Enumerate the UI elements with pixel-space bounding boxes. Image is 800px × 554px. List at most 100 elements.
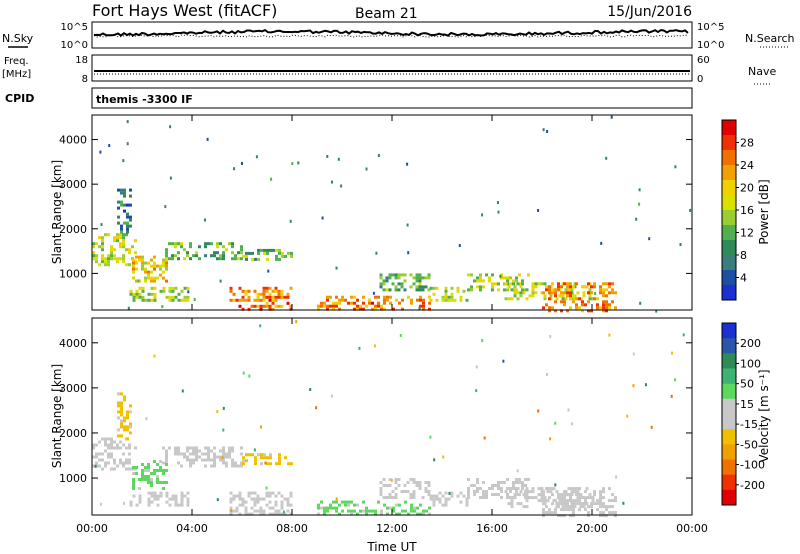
echo-cell [476, 490, 479, 493]
echo-cell [424, 487, 428, 490]
echo-point [502, 359, 505, 363]
echo-cell [286, 292, 290, 296]
echo-cell [587, 300, 590, 304]
echo-cell [281, 251, 284, 255]
echo-cell [128, 452, 131, 456]
echo-cell [516, 487, 520, 491]
colorbar-swatch [722, 353, 736, 369]
colorbar-swatch [722, 255, 736, 271]
echo-cell [256, 494, 260, 498]
echo-cell [548, 297, 551, 301]
echo-cell [120, 413, 123, 417]
echo-cell [92, 251, 95, 255]
echo-cell [374, 512, 377, 516]
echo-cell [126, 212, 129, 216]
echo-point [671, 351, 673, 355]
echo-cell [162, 469, 165, 472]
echo-cell [528, 490, 532, 494]
echo-cell [584, 508, 587, 512]
echo-cell [555, 297, 559, 301]
colorbar-swatch [722, 180, 736, 196]
echo-cell [156, 503, 160, 507]
frequency-panel: Freq. [MHz] 18 8 60 0 Nave [2, 54, 776, 85]
echo-cell [397, 288, 401, 292]
echo-cell [599, 291, 602, 295]
echo-cell [368, 509, 371, 513]
echo-cell [557, 496, 560, 500]
echo-cell [572, 508, 575, 512]
echo-cell [189, 458, 192, 462]
echo-cell [180, 503, 184, 507]
echo-cell [183, 494, 187, 498]
echo-cell [183, 298, 187, 302]
echo-cell [438, 491, 442, 495]
echo-cell [386, 298, 389, 302]
echo-cell [138, 478, 141, 481]
echo-cell [491, 493, 494, 496]
echo-cell [95, 443, 98, 447]
echo-cell [240, 446, 243, 450]
echo-point [126, 142, 129, 146]
echo-cell [153, 298, 157, 302]
echo-point [321, 216, 324, 220]
echo-cell [141, 478, 144, 481]
echo-cell [128, 248, 131, 252]
echo-cell [144, 267, 147, 271]
echo-cell [232, 497, 236, 501]
echo-cell [444, 295, 448, 299]
echo-cell [543, 282, 547, 286]
echo-cell [513, 493, 517, 497]
echo-cell [479, 288, 482, 292]
echo-cell [578, 493, 581, 497]
echo-cell [177, 242, 180, 246]
echo-cell [231, 446, 234, 450]
echo-cell [244, 500, 248, 504]
echo-cell [515, 279, 518, 283]
echo-cell [174, 503, 178, 507]
echo-cell [228, 242, 231, 246]
echo-cell [110, 446, 113, 450]
x-tick-label: 20:00 [576, 522, 608, 535]
echo-cell [277, 292, 281, 296]
echo-cell [578, 306, 581, 310]
echo-cell [159, 469, 162, 472]
power-x-ticks [91, 115, 693, 310]
echo-cell [95, 242, 98, 246]
echo-cell [599, 502, 602, 506]
echo-cell [512, 487, 515, 490]
echo-cell [554, 294, 557, 298]
echo-cell [159, 481, 162, 484]
echo-cell [588, 288, 592, 292]
echo-cell [222, 257, 225, 261]
echo-cell [144, 261, 147, 265]
echo-cell [534, 291, 538, 295]
echo-cell [531, 490, 535, 494]
echo-cell [380, 304, 383, 308]
echo-cell [435, 494, 439, 498]
echo-cell [383, 295, 386, 299]
echo-cell [119, 257, 122, 261]
echo-cell [374, 509, 377, 513]
echo-cell [551, 502, 554, 506]
echo-cell [110, 248, 113, 252]
echo-cell [560, 508, 563, 512]
echo-cell [241, 295, 245, 299]
echo-cell [117, 428, 120, 432]
echo-cell [385, 496, 389, 499]
echo-cell [222, 254, 225, 258]
echo-cell [317, 512, 320, 516]
echo-cell [242, 462, 245, 466]
echo-cell [232, 494, 236, 498]
echo-cell [153, 261, 156, 265]
echo-cell [129, 215, 132, 219]
echo-cell [497, 493, 500, 496]
echo-cell [397, 478, 401, 481]
echo-point [326, 155, 329, 158]
echo-cell [107, 233, 110, 237]
echo-cell [531, 288, 535, 292]
echo-cell [234, 257, 237, 261]
echo-cell [104, 260, 107, 264]
echo-cell [240, 248, 243, 252]
echo-cell [450, 298, 454, 302]
